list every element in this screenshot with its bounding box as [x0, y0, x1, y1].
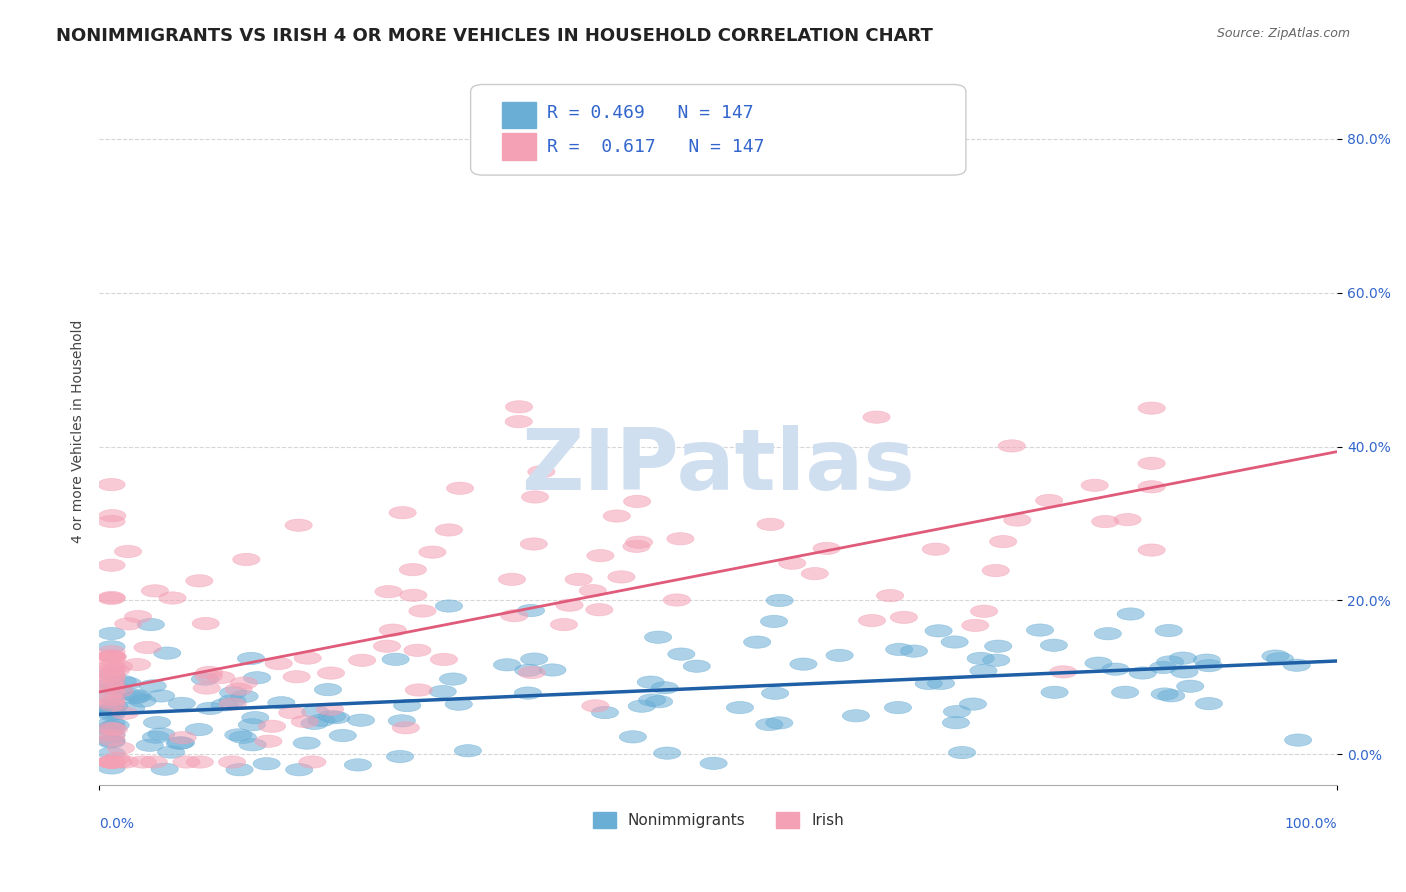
Text: NONIMMIGRANTS VS IRISH 4 OR MORE VEHICLES IN HOUSEHOLD CORRELATION CHART: NONIMMIGRANTS VS IRISH 4 OR MORE VEHICLE… [56, 27, 934, 45]
Text: Source: ZipAtlas.com: Source: ZipAtlas.com [1216, 27, 1350, 40]
Legend: Nonimmigrants, Irish: Nonimmigrants, Irish [586, 805, 851, 834]
Text: 100.0%: 100.0% [1285, 816, 1337, 830]
Text: R = 0.469   N = 147: R = 0.469 N = 147 [547, 103, 754, 122]
Y-axis label: 4 or more Vehicles in Household: 4 or more Vehicles in Household [72, 319, 86, 543]
Bar [502, 133, 536, 161]
Bar [502, 102, 536, 128]
Text: ZIPatlas: ZIPatlas [522, 425, 915, 508]
Text: 0.0%: 0.0% [100, 816, 134, 830]
Text: R =  0.617   N = 147: R = 0.617 N = 147 [547, 137, 765, 156]
FancyBboxPatch shape [471, 85, 966, 175]
